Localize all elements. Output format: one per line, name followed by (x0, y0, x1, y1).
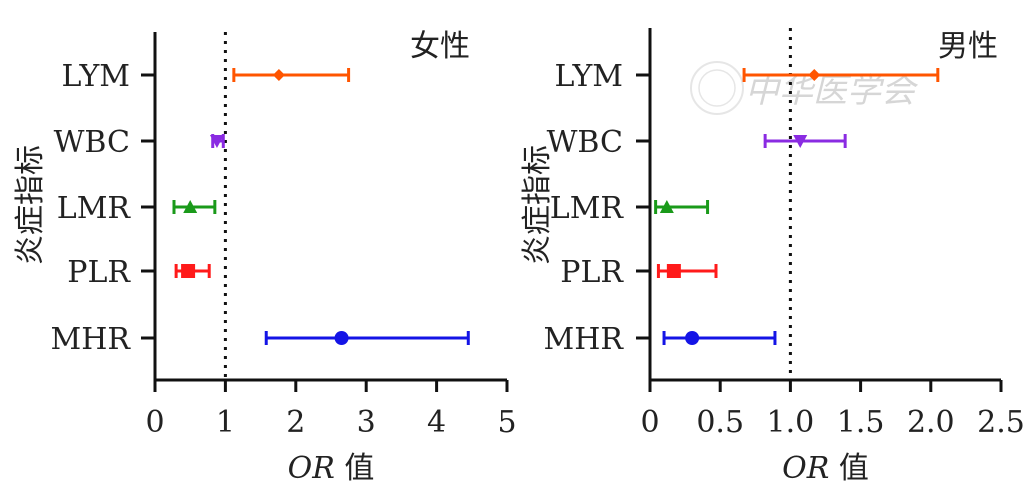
point-marker (666, 264, 681, 278)
x-axis-title-italic: OR (288, 451, 335, 486)
x-tick-label: 0.5 (696, 405, 744, 440)
category-label: LYM (554, 59, 623, 94)
point-marker (272, 69, 285, 81)
y-axis-title: 炎症指标 (13, 145, 48, 265)
point-marker (209, 135, 224, 148)
panel-title: 男性 (938, 29, 998, 64)
category-label: LMR (57, 191, 132, 226)
category-label: WBC (54, 125, 130, 160)
x-axis-title-italic: OR (782, 451, 829, 486)
x-tick-label: 2 (286, 405, 305, 440)
point-marker (183, 200, 198, 213)
point-marker (334, 331, 349, 345)
x-tick-label: 4 (427, 405, 446, 440)
svg-text:中华医学会: 中华医学会 (745, 71, 919, 111)
point-marker (793, 135, 808, 148)
category-label: MHR (544, 322, 625, 357)
x-axis-title: OR 值 (288, 451, 375, 486)
category-label: LYM (61, 59, 130, 94)
y-axis-title: 炎症指标 (520, 145, 555, 265)
x-tick-label: 0 (640, 405, 659, 440)
x-tick-label: 1.5 (837, 405, 885, 440)
point-marker (685, 331, 700, 345)
x-axis-title-rest: 值 (335, 451, 375, 486)
x-tick-label: 1 (216, 405, 235, 440)
x-tick-label: 2.5 (977, 405, 1025, 440)
x-axis-title: OR 值 (782, 451, 869, 486)
x-tick-label: 3 (357, 405, 376, 440)
x-tick-label: 5 (497, 405, 516, 440)
category-label: PLR (560, 255, 624, 290)
x-axis-title-rest: 值 (829, 451, 869, 486)
category-label: PLR (67, 255, 131, 290)
point-marker (808, 69, 821, 81)
panel-title: 女性 (410, 29, 470, 64)
watermark: 中华医学会 (690, 61, 919, 115)
category-label: WBC (547, 125, 623, 160)
x-tick-label: 1.0 (767, 405, 815, 440)
category-label: LMR (550, 191, 625, 226)
x-tick-label: 2.0 (907, 405, 955, 440)
category-label: MHR (51, 322, 132, 357)
point-marker (659, 200, 674, 213)
x-tick-label: 0 (145, 405, 164, 440)
point-marker (181, 264, 196, 278)
